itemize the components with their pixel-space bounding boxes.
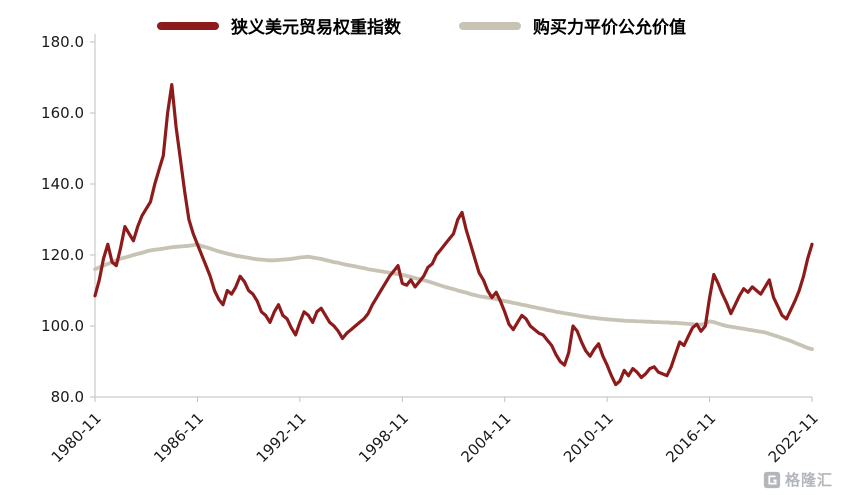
svg-text:1998-11: 1998-11 [355,409,412,466]
svg-text:2004-11: 2004-11 [457,409,514,466]
svg-text:1992-11: 1992-11 [253,409,310,466]
svg-text:160.0: 160.0 [41,104,84,122]
legend-label-ppp-fair-value: 购买力平价公允价值 [533,18,686,38]
chart-legend: 狭义美元贸易权重指数 购买力平价公允价值 [0,13,843,38]
legend-label-usd-trade-weighted-index: 狭义美元贸易权重指数 [231,18,401,38]
svg-text:80.0: 80.0 [51,388,84,406]
svg-text:2010-11: 2010-11 [560,409,617,466]
watermark-gelonghui: 格隆汇 [763,469,833,490]
legend-swatch-ppp-fair-value [459,21,521,30]
svg-text:2016-11: 2016-11 [662,409,719,466]
legend-item-usd-trade-weighted-index: 狭义美元贸易权重指数 [157,13,401,38]
svg-text:1980-11: 1980-11 [48,409,105,466]
svg-text:1986-11: 1986-11 [150,409,207,466]
svg-text:120.0: 120.0 [41,246,84,264]
legend-swatch-usd-trade-weighted-index [157,21,219,30]
svg-text:100.0: 100.0 [41,317,84,335]
svg-text:2022-11: 2022-11 [765,409,822,466]
svg-text:140.0: 140.0 [41,175,84,193]
svg-text:180.0: 180.0 [41,33,84,51]
watermark-text: 格隆汇 [784,471,833,489]
gelonghui-logo-icon [763,471,781,488]
legend-item-ppp-fair-value: 购买力平价公允价值 [459,13,686,38]
